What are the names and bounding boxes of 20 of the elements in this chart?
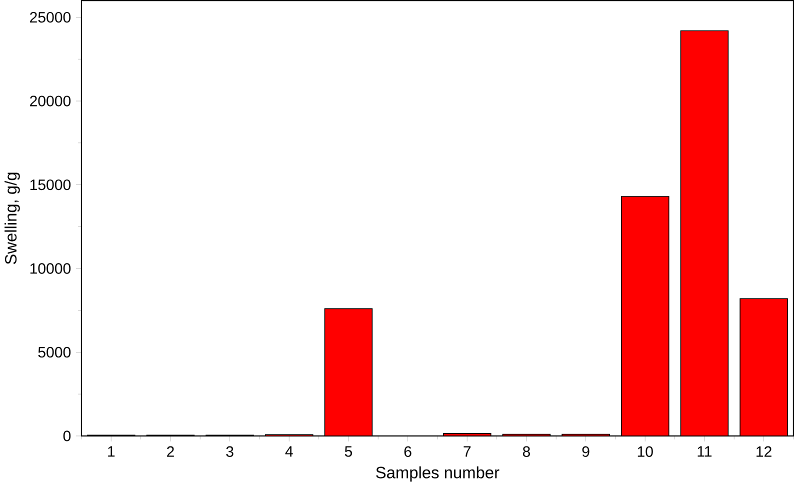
y-tick-label: 25000: [30, 12, 71, 23]
x-tick-label: 6: [404, 446, 412, 457]
x-tick-label: 12: [756, 446, 772, 457]
x-tick-label: 5: [344, 446, 352, 457]
x-tick-label: 10: [638, 446, 653, 457]
x-tick-label: 4: [285, 446, 293, 457]
x-tick-label: 1: [108, 446, 115, 457]
x-tick-label: 11: [698, 446, 712, 457]
x-tick-label: 9: [582, 446, 590, 457]
y-tick-label: 20000: [30, 96, 71, 106]
x-tick-label: 7: [464, 446, 471, 457]
x-tick-label: 2: [167, 446, 174, 457]
y-tick-label: 10000: [30, 263, 71, 274]
x-axis-title: Samples number: [376, 466, 500, 482]
y-tick-label: 15000: [30, 179, 71, 190]
x-tick-label: 8: [522, 446, 530, 457]
y-axis-title: Swelling, g/g: [4, 172, 20, 264]
x-tick-label: 3: [226, 446, 234, 457]
y-tick-label: 0: [63, 430, 71, 442]
y-tick-label: 5000: [38, 346, 71, 358]
